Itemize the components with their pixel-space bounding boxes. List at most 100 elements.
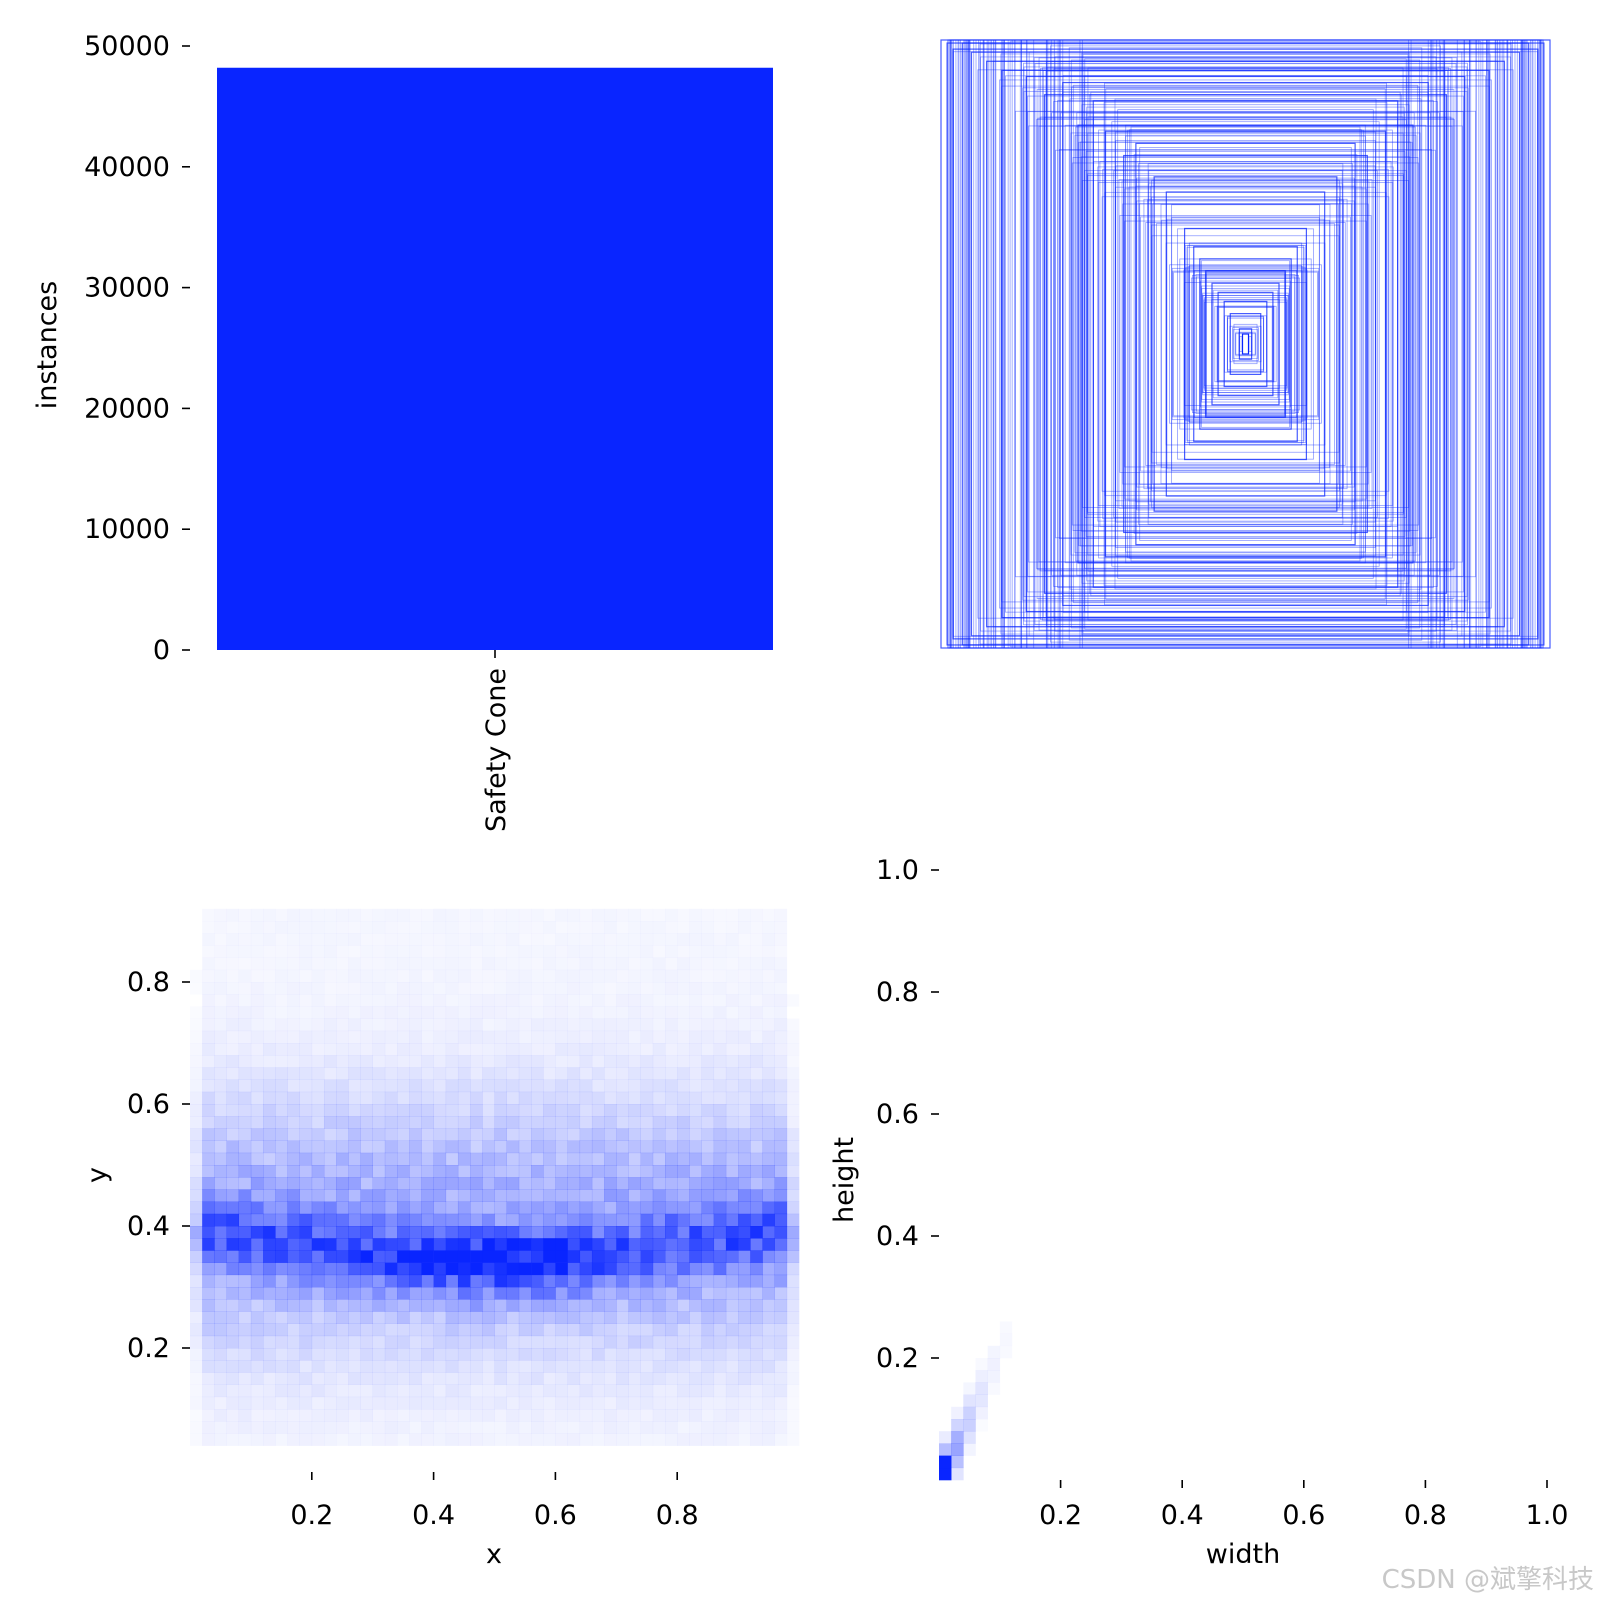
- bounding-box: [1062, 81, 1429, 607]
- heatmap-cell: [579, 1030, 593, 1044]
- heatmap-cell: [311, 1372, 325, 1385]
- heatmap-cell: [445, 1238, 459, 1251]
- bounding-box: [1098, 129, 1393, 559]
- heatmap-cell: [591, 1433, 605, 1446]
- heatmap-cell: [677, 1250, 690, 1263]
- heatmap-cell: [482, 1201, 495, 1215]
- heatmap-cell: [323, 1299, 337, 1312]
- heatmap-cell: [579, 957, 593, 971]
- heatmap-cell: [214, 1177, 227, 1190]
- heatmap-cell: [323, 1079, 337, 1093]
- bounding-box: [953, 39, 1538, 649]
- heatmap-cell: [360, 1055, 373, 1068]
- heatmap-cell: [640, 1238, 654, 1251]
- heatmap-cell: [750, 1116, 763, 1129]
- heatmap-cell: [543, 921, 556, 934]
- heatmap-cell: [616, 1201, 629, 1215]
- heatmap-cell: [397, 1226, 410, 1239]
- heatmap-cell: [372, 1396, 386, 1410]
- heatmap-cell: [628, 958, 640, 971]
- heatmap-cell: [263, 1287, 276, 1300]
- heatmap-cell: [190, 1165, 203, 1178]
- bounding-box: [1187, 266, 1304, 422]
- heatmap-cell: [263, 1238, 276, 1251]
- heatmap-cell: [445, 1067, 459, 1080]
- heatmap-cell: [397, 1140, 410, 1154]
- bounding-box: [1199, 258, 1292, 430]
- bounding-box: [1087, 175, 1404, 513]
- bounding-box: [1187, 244, 1304, 444]
- heatmap-cell: [591, 1396, 605, 1410]
- heatmap-cell: [713, 1372, 727, 1385]
- heatmap-cell: [531, 1384, 544, 1398]
- heatmap-cell: [652, 1238, 666, 1251]
- heatmap-cell: [360, 1091, 373, 1105]
- heatmap-cell: [689, 1311, 702, 1324]
- heatmap-cell: [299, 1018, 313, 1032]
- heatmap-cell: [433, 1360, 447, 1373]
- heatmap-cell: [360, 1104, 373, 1117]
- heatmap-cell: [384, 1189, 398, 1202]
- heatmap-cell: [238, 1372, 252, 1385]
- heatmap-cell: [250, 1165, 264, 1178]
- heatmap-cell: [457, 1116, 471, 1129]
- heatmap-cell: [652, 921, 666, 934]
- heatmap-cell: [567, 1030, 581, 1044]
- bounding-box: [1117, 109, 1374, 579]
- heatmap-cell: [202, 1250, 215, 1263]
- heatmap-cell: [701, 1201, 715, 1215]
- heatmap-cell: [713, 1055, 727, 1068]
- heatmap-cell: [555, 1091, 568, 1105]
- heatmap-cell: [628, 1189, 641, 1202]
- heatmap-cell: [239, 958, 251, 971]
- heatmap-cell: [482, 994, 495, 1007]
- bounding-box: [1000, 53, 1491, 635]
- heatmap-cell: [457, 1067, 471, 1080]
- heatmap-cell: [543, 1201, 556, 1215]
- heatmap-cell: [628, 1116, 641, 1129]
- heatmap-cell: [567, 1152, 581, 1166]
- heatmap-cell: [677, 1165, 690, 1178]
- bounding-box: [1133, 154, 1358, 534]
- heatmap-cell: [275, 909, 287, 922]
- heatmap-cell: [725, 1165, 739, 1178]
- heatmap-cell: [677, 957, 690, 971]
- heatmap-cell: [518, 1409, 532, 1422]
- heatmap-cell: [652, 1006, 666, 1019]
- heatmap-cell: [518, 1177, 532, 1190]
- heatmap-cell: [238, 1433, 252, 1446]
- heatmap-cell: [774, 969, 788, 983]
- heatmap-cell: [190, 1311, 203, 1324]
- bounding-box: [1122, 203, 1369, 485]
- heatmap-cell: [457, 1226, 471, 1239]
- heatmap-cell: [591, 1055, 605, 1068]
- heatmap-cell: [738, 1409, 751, 1422]
- heatmap-cell: [677, 1116, 690, 1129]
- heatmap-cell: [567, 1372, 581, 1385]
- heatmap-cell: [726, 921, 738, 934]
- x-tick-label: 0.4: [1161, 1500, 1204, 1531]
- heatmap-cell: [775, 945, 787, 958]
- heatmap-cell: [713, 1409, 727, 1422]
- heatmap-cell: [275, 1091, 288, 1105]
- heatmap-cell: [506, 908, 520, 922]
- heatmap-cell: [434, 945, 446, 958]
- bounding-box: [1068, 47, 1423, 641]
- heatmap-cell: [202, 1360, 215, 1373]
- bounding-box: [1177, 228, 1314, 460]
- bounding-box: [1229, 325, 1262, 363]
- heatmap-cell: [457, 1104, 471, 1117]
- bounding-box: [1085, 151, 1406, 537]
- heatmap-cell: [482, 1396, 495, 1410]
- bounding-box: [1025, 75, 1466, 613]
- bounding-box: [1140, 216, 1351, 472]
- heatmap-cell: [963, 1394, 976, 1408]
- heatmap-cell: [263, 1152, 276, 1166]
- heatmap-cell: [275, 1372, 288, 1385]
- heatmap-cell: [421, 1213, 434, 1227]
- heatmap-cell: [348, 1360, 361, 1373]
- heatmap-cell: [604, 982, 616, 995]
- heatmap-cell: [299, 933, 313, 946]
- heatmap-cell: [689, 994, 702, 1007]
